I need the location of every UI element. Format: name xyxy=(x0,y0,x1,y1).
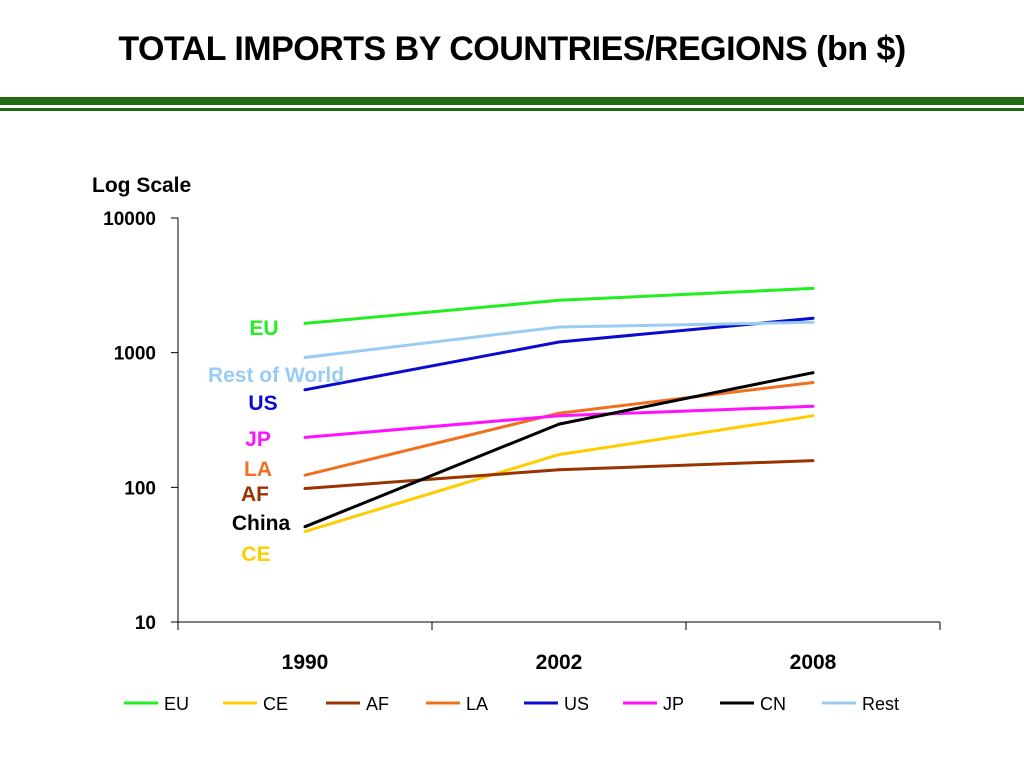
header-rule-thick xyxy=(0,97,1024,105)
data-point-eu xyxy=(557,298,561,302)
header-rule-thin xyxy=(0,108,1024,111)
data-point-la xyxy=(303,473,307,477)
data-point-eu xyxy=(303,321,307,325)
data-point-af xyxy=(557,468,561,472)
series-line-eu xyxy=(304,286,814,325)
legend-label-ce: CE xyxy=(263,694,288,714)
data-point-jp xyxy=(811,404,815,408)
series-label-ce: CE xyxy=(241,543,270,566)
data-point-jp xyxy=(303,435,307,439)
data-point-jp xyxy=(557,414,561,418)
series-label-la: LA xyxy=(244,458,272,481)
data-point-cn xyxy=(303,525,307,529)
legend-label-rest: Rest xyxy=(862,694,899,714)
data-point-rest xyxy=(303,356,307,360)
data-point-us xyxy=(811,316,815,320)
data-point-rest xyxy=(557,325,561,329)
series-label-eu: EU xyxy=(249,317,278,340)
data-point-af xyxy=(303,487,307,491)
data-point-ce xyxy=(557,453,561,457)
series-label-jp: JP xyxy=(245,428,271,451)
data-point-us xyxy=(303,388,307,392)
data-point-cn xyxy=(557,422,561,426)
series-label-us: US xyxy=(248,392,277,415)
y-axis-label: Log Scale xyxy=(92,174,191,197)
data-point-rest xyxy=(811,320,815,324)
data-point-la xyxy=(557,411,561,415)
data-point-af xyxy=(811,459,815,463)
series-line-af xyxy=(304,459,814,490)
y-tick-label: 10 xyxy=(135,613,156,634)
data-point-eu xyxy=(811,286,815,290)
slide-title: TOTAL IMPORTS BY COUNTRIES/REGIONS (bn $… xyxy=(118,30,906,68)
series-line-jp xyxy=(304,404,814,439)
data-point-ce xyxy=(811,414,815,418)
legend-label-jp: JP xyxy=(663,694,684,714)
y-tick-label: 100 xyxy=(124,478,156,499)
y-tick-label: 10000 xyxy=(103,209,156,230)
series-line-ce xyxy=(304,414,814,533)
series-line-cn xyxy=(304,371,814,529)
legend-label-us: US xyxy=(564,694,589,714)
legend-label-la: LA xyxy=(466,694,488,714)
legend-label-eu: EU xyxy=(164,694,189,714)
x-tick-label: 2008 xyxy=(790,651,837,674)
data-point-ce xyxy=(303,529,307,533)
x-tick-label: 1990 xyxy=(282,651,329,674)
series-label-af: AF xyxy=(241,483,269,506)
series-label-cn: China xyxy=(232,512,291,535)
series-label-rest: Rest of World xyxy=(208,364,344,387)
data-point-la xyxy=(811,381,815,385)
y-tick-label: 1000 xyxy=(114,344,156,365)
x-tick-label: 2002 xyxy=(536,651,583,674)
data-point-us xyxy=(557,340,561,344)
series-line-us xyxy=(304,316,814,392)
legend-label-af: AF xyxy=(366,694,389,714)
data-point-cn xyxy=(811,371,815,375)
legend-label-cn: CN xyxy=(760,694,786,714)
